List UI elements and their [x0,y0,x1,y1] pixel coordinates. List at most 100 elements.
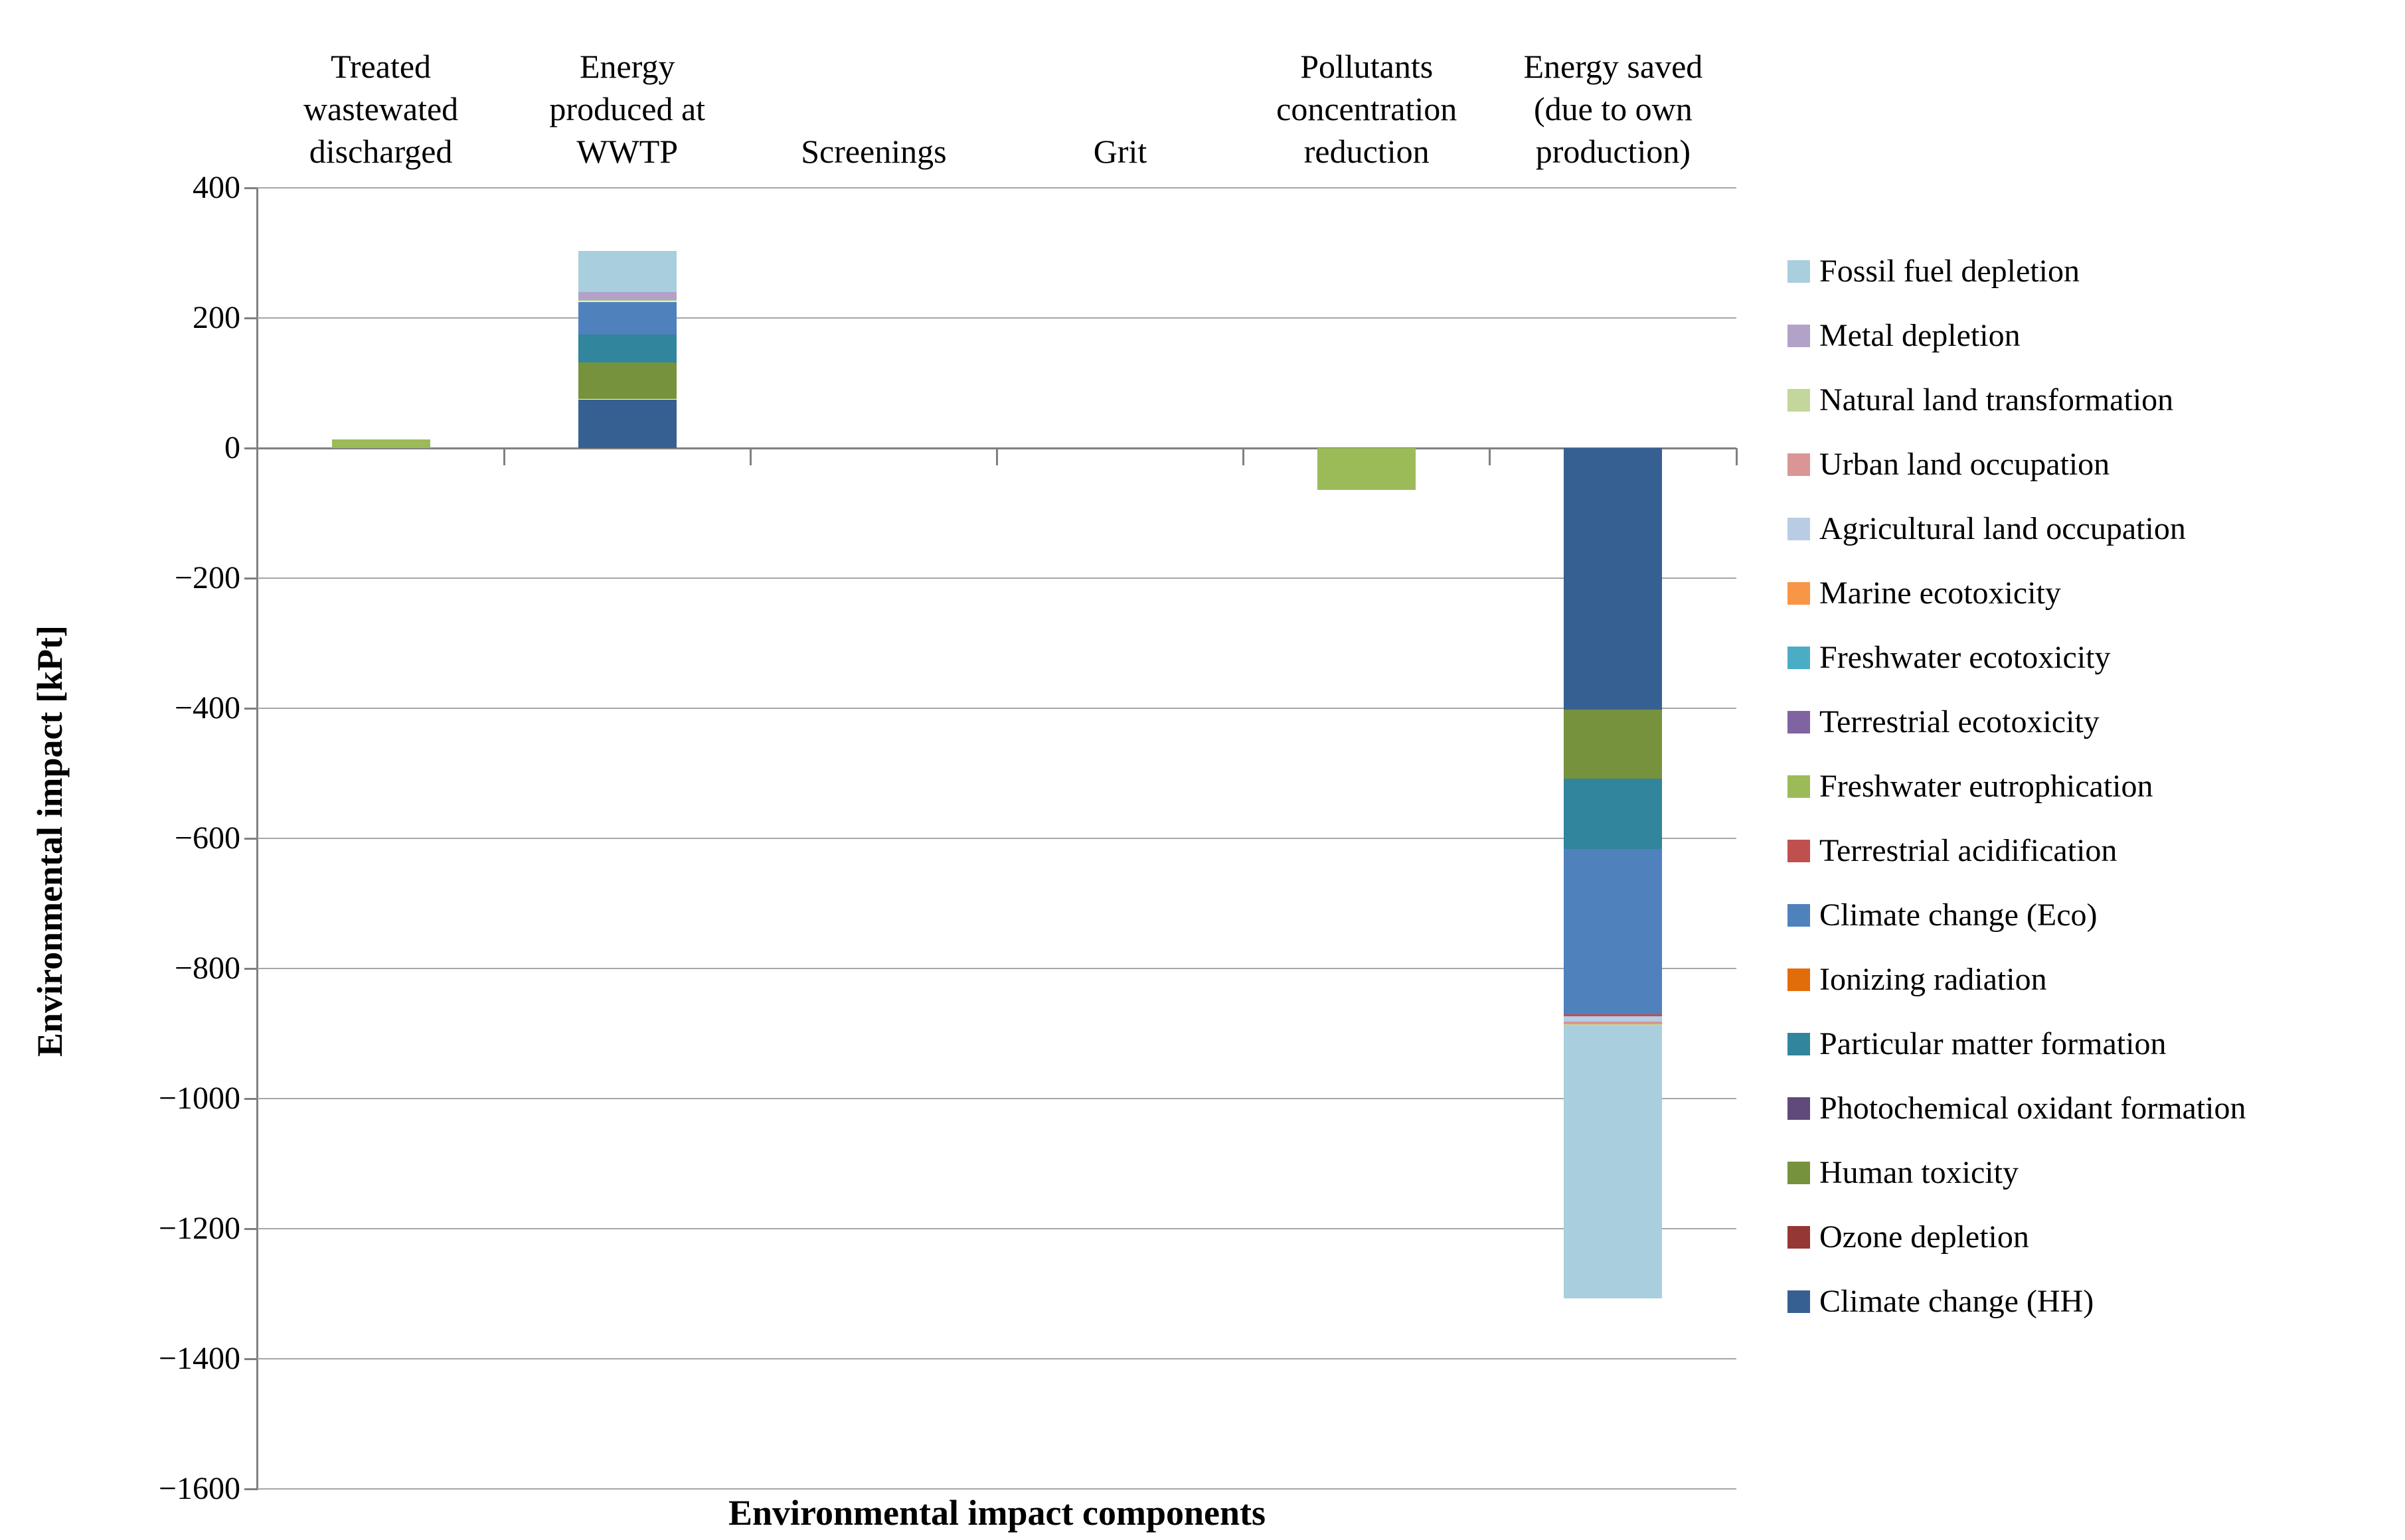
gridline [258,1358,1736,1359]
legend-swatch [1787,646,1810,669]
category-label: Treated wastewated discharged [258,9,504,173]
bar-segment [578,251,677,292]
legend-item: Ionizing radiation [1787,947,2246,1012]
y-axis-tick [244,707,258,710]
legend-swatch [1787,1097,1810,1120]
category-axis-tick [1242,448,1245,465]
bar-segment [578,301,677,335]
bar-segment [578,291,677,300]
bar-segment [331,439,430,448]
legend-swatch [1787,839,1810,862]
legend-item: Natural land transformation [1787,368,2246,432]
y-axis-tick [244,1227,258,1230]
legend-label: Human toxicity [1819,1154,2019,1190]
bar-segment [1564,448,1663,710]
legend-label: Climate change (Eco) [1819,897,2098,933]
legend-swatch [1787,1161,1810,1184]
category-label: Energy produced at WWTP [504,9,750,173]
bar-segment [578,399,677,448]
y-axis-tick-label: −800 [174,951,240,986]
y-axis-tick-label: −1600 [158,1471,240,1506]
bar-segment [578,362,677,400]
legend-label: Metal depletion [1819,317,2021,353]
legend-item: Terrestrial ecotoxicity [1787,690,2246,754]
bar-segment [1564,709,1663,779]
bar-segment [1564,1014,1663,1016]
legend-item: Metal depletion [1787,303,2246,368]
category-axis-tick [749,448,752,465]
legend-swatch [1787,968,1810,991]
legend-label: Marine ecotoxicity [1819,575,2061,611]
legend-label: Fossil fuel depletion [1819,253,2080,289]
legend-label: Photochemical oxidant formation [1819,1090,2246,1126]
legend-item: Climate change (Eco) [1787,883,2246,947]
category-label: Pollutants concentration reduction [1244,9,1490,173]
y-axis-tick-label: 200 [193,300,240,335]
y-axis-tick-label: 400 [193,170,240,205]
category-label-text: Screenings [801,133,947,170]
y-axis-tick-label: −1200 [158,1211,240,1246]
bar-segment [1564,1022,1663,1025]
bar-segment [1564,1024,1663,1026]
legend: Fossil fuel depletion Metal depletion Natu… [1787,239,2246,1334]
bar-segment [1564,1016,1663,1022]
legend-item: Marine ecotoxicity [1787,561,2246,625]
legend-label: Natural land transformation [1819,382,2174,418]
category-label-text: Energy produced at WWTP [549,48,706,170]
category-axis-tick [1735,448,1738,465]
category-label-text: Grit [1093,133,1147,170]
legend-label: Freshwater eutrophication [1819,768,2153,804]
legend-label: Terrestrial ecotoxicity [1819,704,2100,739]
bar-segment [578,334,677,362]
legend-swatch [1787,324,1810,347]
y-axis-title: Environmental impact [kPt] [30,625,70,1057]
y-axis-tick [244,1357,258,1360]
legend-item: Climate change (HH) [1787,1269,2246,1334]
legend-label: Ozone depletion [1819,1219,2029,1255]
y-axis-tick-label: −600 [174,820,240,856]
y-axis-tick [244,967,258,970]
gridline [258,1488,1736,1490]
legend-swatch [1787,517,1810,540]
category-label-text: Energy saved (due to own production) [1523,48,1703,170]
legend-item: Fossil fuel depletion [1787,239,2246,303]
legend-label: Ionizing radiation [1819,961,2047,997]
category-axis-tick [503,448,505,465]
y-axis-tick-label: −1400 [158,1341,240,1376]
legend-swatch [1787,1032,1810,1055]
category-label-text: Treated wastewated discharged [303,48,459,170]
legend-label: Freshwater ecotoxicity [1819,639,2111,675]
legend-item: Agricultural land occupation [1787,497,2246,561]
legend-label: Urban land occupation [1819,446,2110,482]
category-label-text: Pollutants concentration reduction [1276,48,1457,170]
legend-label: Agricultural land occupation [1819,510,2186,546]
legend-label: Terrestrial acidification [1819,832,2117,868]
legend-swatch [1787,388,1810,412]
legend-swatch [1787,1290,1810,1313]
legend-item: Urban land occupation [1787,432,2246,497]
gridline [258,1228,1736,1229]
bar-segment [1317,448,1416,490]
legend-item: Freshwater ecotoxicity [1787,625,2246,690]
legend-swatch [1787,1225,1810,1249]
legend-label: Particular matter formation [1819,1026,2167,1061]
y-axis-tick-label: −200 [174,560,240,595]
category-axis-tick [1489,448,1491,465]
legend-item: Human toxicity [1787,1140,2246,1205]
gridline [258,317,1736,319]
legend-swatch [1787,775,1810,798]
gridline [258,968,1736,969]
legend-item: Photochemical oxidant formation [1787,1076,2246,1140]
x-axis-title: Environmental impact components [728,1493,1266,1533]
legend-swatch [1787,903,1810,927]
gridline [258,578,1736,579]
legend-swatch [1787,260,1810,283]
bar-segment [1564,848,1663,1014]
bar-segment [578,299,677,302]
category-label: Energy saved (due to own production) [1490,9,1736,173]
plot-area [258,187,1736,1490]
y-axis-tick-label: 0 [224,430,240,465]
bar-segment [1564,778,1663,849]
gridline [258,187,1736,189]
